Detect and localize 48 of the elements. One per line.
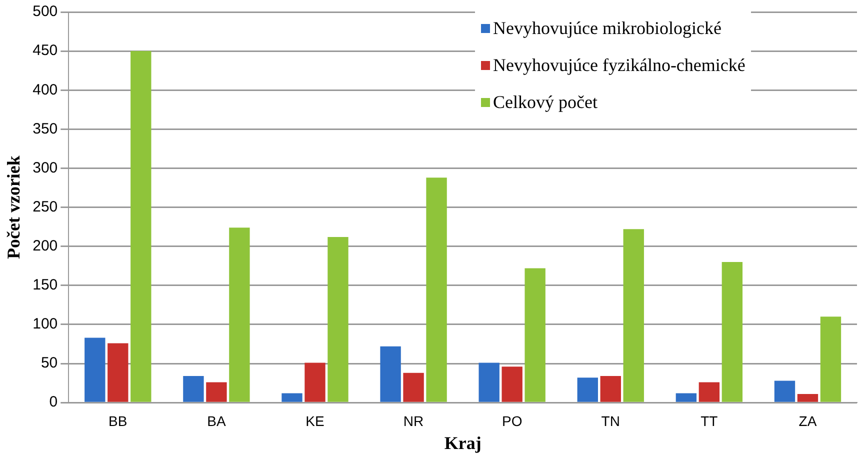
x-tick-label: BB: [108, 412, 128, 429]
x-tick-label: ZA: [798, 412, 818, 429]
bar: [304, 362, 326, 402]
x-axis-title: Kraj: [444, 432, 482, 453]
y-tick-label: 100: [32, 316, 58, 333]
legend-label: Celkový počet: [493, 92, 598, 113]
bar: [130, 51, 152, 402]
bar: [577, 378, 598, 402]
y-tick-label: 150: [32, 276, 58, 294]
x-tick-label: TN: [601, 412, 620, 429]
bar: [478, 362, 500, 402]
y-tick-label: 0: [49, 394, 58, 411]
bar: [229, 228, 250, 402]
y-tick-label: 400: [32, 81, 58, 98]
y-tick-label: 250: [32, 198, 58, 216]
y-tick-label: 350: [32, 120, 58, 138]
bar: [403, 372, 424, 402]
bar: [328, 236, 348, 402]
x-tick-label: KE: [306, 412, 324, 429]
y-tick-label: 450: [32, 42, 58, 60]
bar: [524, 268, 546, 402]
y-tick-label: 50: [40, 354, 58, 372]
y-axis-title: Počet vzoriek: [3, 156, 24, 260]
bar: [84, 338, 106, 402]
bar: [698, 382, 720, 402]
y-tick-label: 500: [32, 3, 58, 20]
bar: [380, 346, 401, 402]
bar: [426, 178, 447, 402]
bar: [676, 393, 697, 402]
x-tick-label: PO: [502, 412, 522, 429]
bar: [108, 343, 128, 402]
bar: [206, 382, 227, 402]
bar: [282, 393, 302, 402]
bar: [797, 394, 818, 402]
bar: [600, 376, 621, 402]
bar: [774, 380, 796, 402]
legend-label: Nevyhovujúce fyzikálno-chemické: [493, 55, 746, 76]
x-tick-label: TT: [700, 412, 718, 429]
bar: [183, 376, 204, 402]
x-tick-label: NR: [403, 412, 424, 429]
x-tick-label: BA: [207, 412, 226, 429]
bar: [623, 229, 644, 402]
bar: [722, 262, 743, 402]
bar: [502, 366, 522, 402]
y-tick-label: 200: [32, 238, 58, 254]
bar: [820, 316, 842, 402]
legend-label: Nevyhovujúce mikrobiologické: [493, 18, 722, 39]
y-tick-label: 300: [32, 159, 58, 176]
